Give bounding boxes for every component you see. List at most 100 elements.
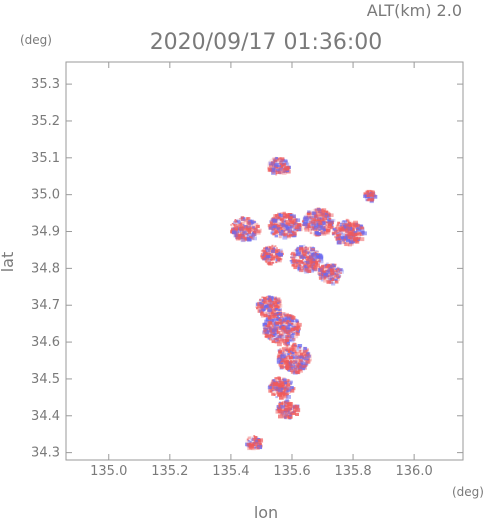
echo-cell-positive xyxy=(338,241,342,244)
echo-cell-negative xyxy=(295,218,301,222)
echo-cell-negative xyxy=(291,352,295,355)
echo-cell-positive xyxy=(288,333,290,336)
echo-cell-negative xyxy=(303,346,308,350)
echo-cell-negative xyxy=(250,233,255,237)
echo-cell-positive xyxy=(294,404,297,407)
echo-cell-positive xyxy=(286,222,291,226)
echo-cell-positive xyxy=(319,266,324,270)
echo-cell-positive xyxy=(285,331,289,335)
echo-cell-negative xyxy=(242,230,247,234)
echo-cell-positive xyxy=(277,157,280,160)
y-tick-label: 35.2 xyxy=(31,114,60,129)
echo-cell-positive xyxy=(267,253,271,256)
echo-cell-negative xyxy=(320,212,324,216)
echo-cell-positive xyxy=(279,313,282,316)
echo-cell-positive xyxy=(280,358,285,362)
echo-cell-positive xyxy=(333,277,336,279)
echo-cell-negative xyxy=(281,319,284,322)
echo-cell-positive xyxy=(326,221,328,223)
echo-cell-positive xyxy=(291,251,294,254)
echo-cell-negative xyxy=(293,222,297,225)
echo-cell-positive xyxy=(306,212,311,216)
x-tick-label: 135.2 xyxy=(151,464,188,479)
echo-cell-positive xyxy=(275,174,278,176)
echo-cell-positive xyxy=(276,222,282,227)
echo-cell-positive xyxy=(276,326,280,329)
echo-cell-positive xyxy=(287,379,291,382)
echo-cell-negative xyxy=(273,224,278,229)
echo-cell-positive xyxy=(248,235,253,239)
echo-cell-positive xyxy=(321,226,327,231)
echo-cell-negative xyxy=(314,250,318,253)
echo-cell-negative xyxy=(304,257,307,259)
echo-cell-negative xyxy=(284,224,288,228)
echo-cell-positive xyxy=(350,224,356,229)
echo-cell-negative xyxy=(304,224,310,229)
echo-cell-positive xyxy=(286,320,289,323)
echo-cell-positive xyxy=(320,211,324,214)
echo-cell-positive xyxy=(281,357,286,361)
echo-cell-negative xyxy=(249,225,251,227)
echo-cell-negative xyxy=(255,439,259,443)
echo-cell-positive xyxy=(281,390,286,394)
echo-cell-positive xyxy=(263,297,267,301)
echo-cell-negative xyxy=(304,260,307,263)
echo-cell-positive xyxy=(291,338,296,341)
echo-cell-positive xyxy=(342,228,348,233)
echo-cell-positive xyxy=(275,297,281,302)
echo-cell-positive xyxy=(291,316,296,320)
echo-cell-positive xyxy=(279,395,284,400)
echo-cell-negative xyxy=(303,366,306,368)
echo-cell-positive xyxy=(276,330,281,334)
echo-cell-positive xyxy=(304,354,308,357)
echo-cell-positive xyxy=(297,368,300,371)
echo-cell-negative xyxy=(280,362,283,365)
echo-cell-negative xyxy=(300,363,306,368)
echo-cell-positive xyxy=(266,325,271,329)
echo-cell-negative xyxy=(318,259,324,264)
echo-cell-positive xyxy=(329,224,333,227)
echo-cell-positive xyxy=(280,319,286,324)
y-axis-label: lat xyxy=(0,252,17,273)
echo-cell-positive xyxy=(290,369,294,373)
echo-cell-positive xyxy=(303,254,308,259)
echo-cell-negative xyxy=(286,316,291,320)
echo-cell-positive xyxy=(274,159,277,162)
echo-cell-negative xyxy=(237,221,241,224)
echo-cell-positive xyxy=(276,158,281,162)
echo-cell-negative xyxy=(333,265,336,268)
echo-cell-negative xyxy=(281,162,284,165)
echo-cell-negative xyxy=(313,254,319,258)
echo-cell-positive xyxy=(347,223,351,226)
echo-cell-negative xyxy=(369,191,373,195)
echo-cell-positive xyxy=(279,163,285,167)
echo-cell-positive xyxy=(277,376,281,379)
echo-cell-negative xyxy=(290,338,293,341)
echo-cell-positive xyxy=(274,251,278,255)
echo-cell-negative xyxy=(287,387,291,390)
echo-cell-positive xyxy=(331,231,336,235)
echo-cell-positive xyxy=(272,315,276,319)
echo-cell-positive xyxy=(284,392,287,395)
echo-cell-positive xyxy=(287,338,290,341)
echo-cell-positive xyxy=(279,333,283,337)
echo-cell-positive xyxy=(351,243,354,246)
echo-cell-negative xyxy=(249,220,254,224)
echo-cell-positive xyxy=(300,353,305,358)
echo-cell-positive xyxy=(316,221,319,224)
echo-cell-negative xyxy=(276,312,279,315)
echo-cell-positive xyxy=(312,258,314,260)
echo-cell-positive xyxy=(279,313,282,315)
echo-cell-positive xyxy=(316,262,318,265)
echo-cell-positive xyxy=(288,336,292,340)
echo-cell-negative xyxy=(336,270,340,274)
echo-cell-positive xyxy=(295,365,300,369)
echo-cell-positive xyxy=(263,303,266,306)
echo-cell-positive xyxy=(285,405,288,408)
echo-cell-positive xyxy=(343,243,348,246)
echo-cell-negative xyxy=(275,395,279,399)
echo-cell-negative xyxy=(271,337,275,341)
echo-cell-negative xyxy=(325,270,331,274)
echo-cell-negative xyxy=(276,315,279,318)
echo-cell-negative xyxy=(288,226,293,230)
